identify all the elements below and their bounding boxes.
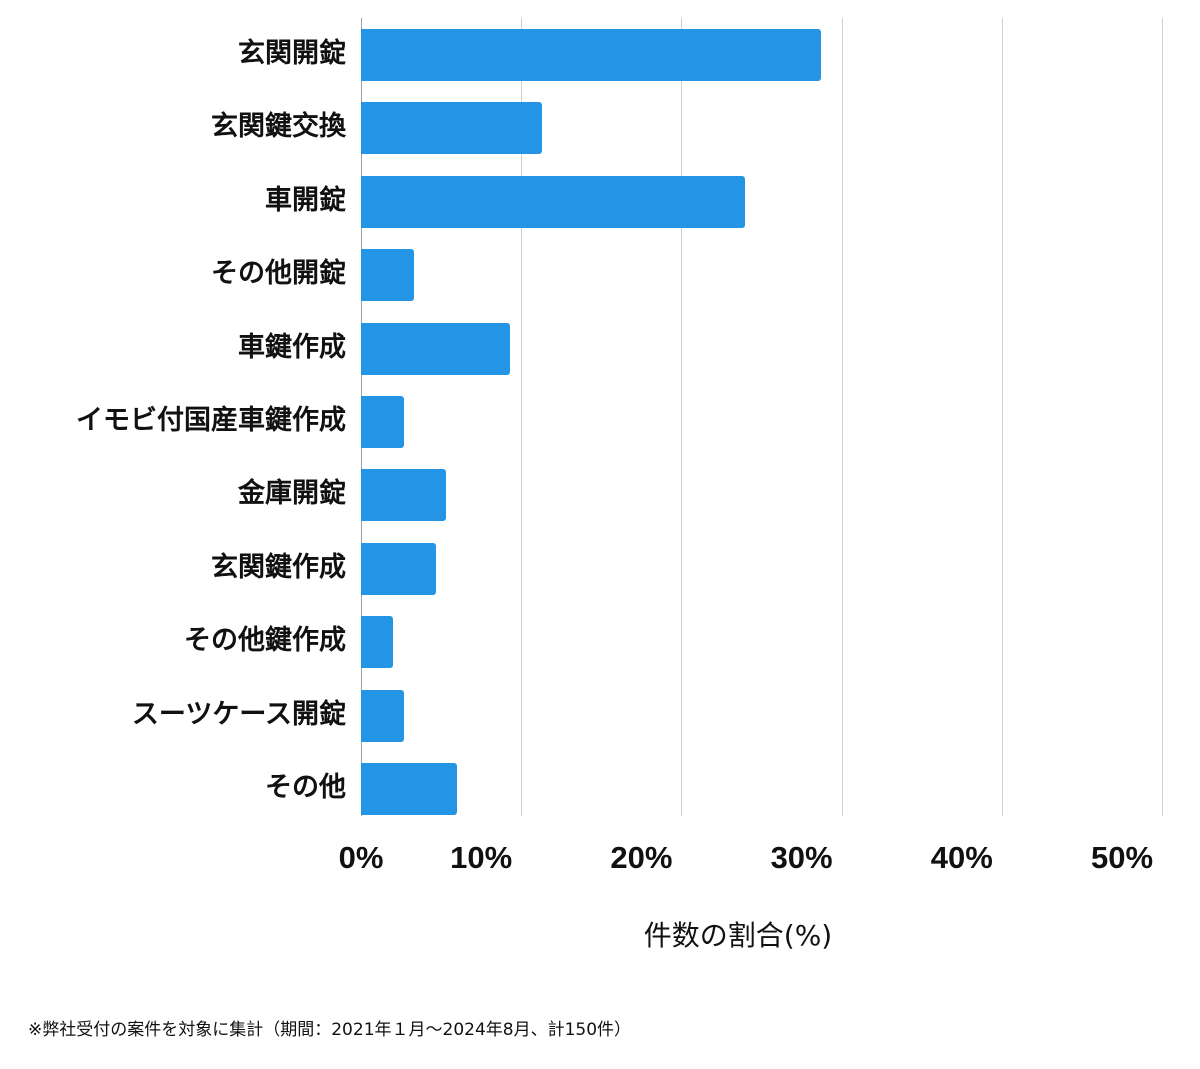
bar	[361, 542, 437, 595]
category-label: 玄関鍵作成	[211, 551, 346, 583]
bar	[361, 322, 510, 375]
bar	[361, 396, 405, 448]
x-tick-label: 40%	[930, 840, 993, 875]
bar	[361, 469, 446, 522]
bar	[361, 102, 543, 155]
bar	[361, 763, 458, 815]
category-label: その他開錠	[211, 258, 346, 290]
footnote: ※弊社受付の案件を対象に集計（期間：2021年１月～2024年8月、計150件）	[28, 1020, 632, 1040]
category-label: 金庫開錠	[238, 478, 346, 510]
category-label: 車開錠	[265, 184, 346, 216]
category-label: 玄関鍵交換	[211, 111, 346, 143]
bar	[361, 689, 405, 742]
bar	[361, 175, 746, 228]
bar	[361, 29, 821, 81]
x-tick-label: 50%	[1090, 840, 1154, 875]
category-label: その他	[265, 772, 346, 803]
bar	[361, 616, 394, 669]
category-label: イモビ付国産車鍵作成	[76, 405, 346, 436]
category-label: 玄関開錠	[238, 38, 346, 69]
x-tick-label: 10%	[450, 840, 513, 875]
category-label: その他鍵作成	[184, 625, 346, 657]
gridline	[521, 18, 523, 816]
gridline	[1001, 18, 1003, 816]
gridline	[841, 18, 843, 816]
x-tick-label: 0%	[338, 840, 384, 875]
gridline	[1162, 18, 1163, 816]
x-axis-title: 件数の割合(%)	[643, 919, 833, 952]
gridline	[681, 18, 683, 816]
plot-area	[361, 18, 1163, 816]
x-tick-label: 30%	[770, 840, 833, 875]
category-label: 車鍵作成	[238, 331, 346, 363]
bar	[361, 249, 414, 302]
category-label: スーツケース開錠	[131, 698, 346, 730]
x-tick-label: 20%	[610, 840, 673, 875]
